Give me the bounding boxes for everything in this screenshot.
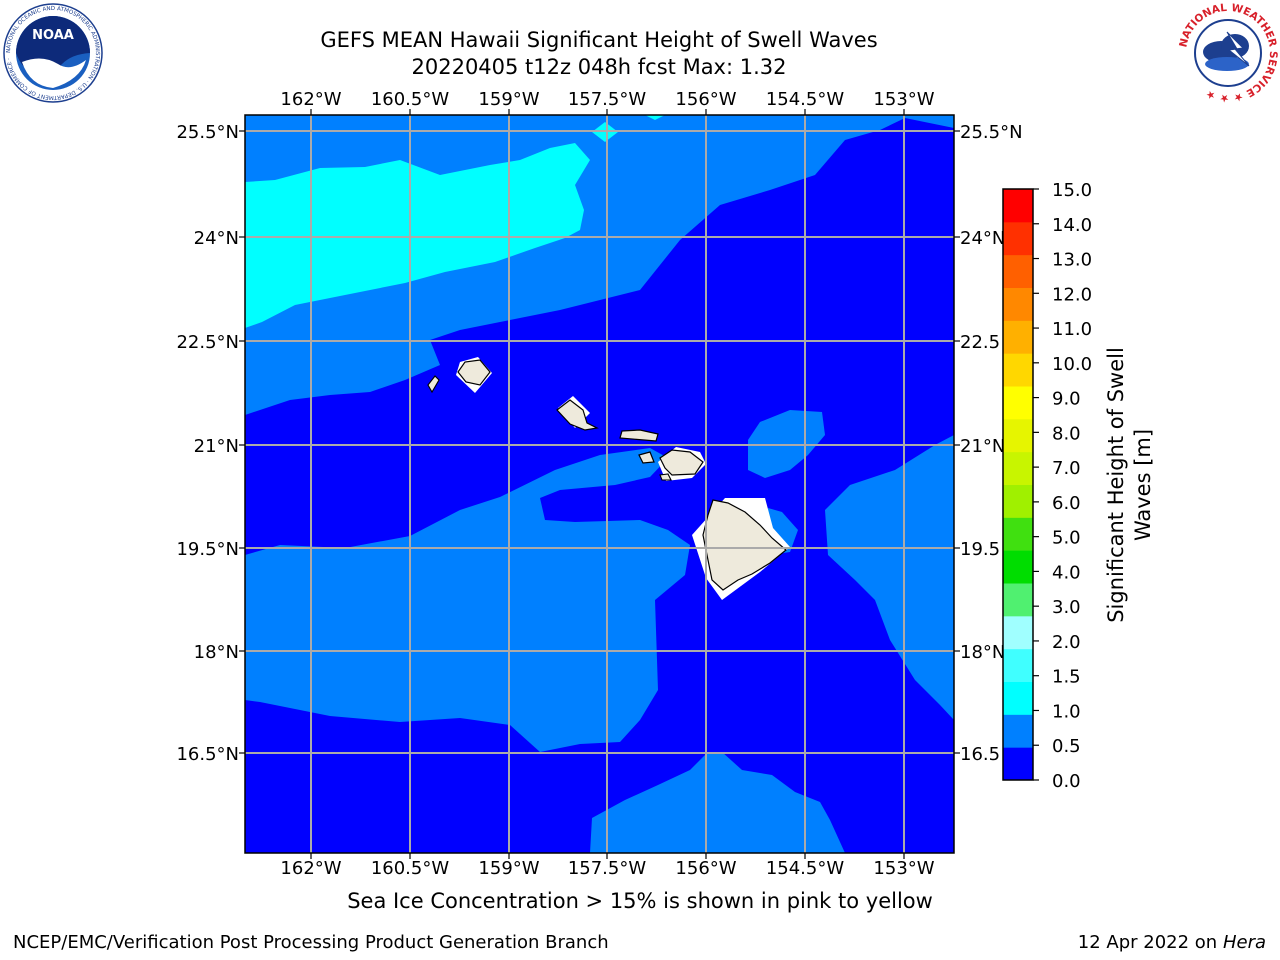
colorbar-segment <box>1003 418 1033 453</box>
lat-label-right: 22.5 <box>960 332 1000 353</box>
lat-label-left: 22.5°N <box>176 332 239 353</box>
lon-label-bottom: 162°W <box>280 858 341 879</box>
lon-label-top: 154.5°W <box>766 89 845 110</box>
lat-label-right: 18°N <box>960 642 1005 663</box>
lon-label-top: 162°W <box>280 89 341 110</box>
graticule <box>245 115 954 853</box>
colorbar-tick-label: 6.0 <box>1052 493 1081 514</box>
colorbar <box>1002 188 1039 781</box>
nws-logo: NATIONAL WEATHER SERVICE ★ ★ ★ <box>1177 2 1279 104</box>
swell-field-1.0-1.5-edge <box>645 115 665 120</box>
colorbar-tick-label: 3.0 <box>1052 597 1081 618</box>
lat-label-left: 21°N <box>194 436 239 457</box>
island-niihau <box>427 375 440 394</box>
colorbar-segment <box>1003 747 1033 781</box>
lat-labels-left: 25.5°N 24°N 22.5°N 21°N 19.5°N 18°N 16.5°N <box>176 122 239 765</box>
colorbar-segment <box>1003 189 1033 223</box>
colorbar-segment <box>1003 714 1033 748</box>
lat-label-right: 16.5 <box>960 744 1000 765</box>
lon-label-bottom: 159°W <box>478 858 539 879</box>
run-date: 12 Apr 2022 on Hera <box>1077 932 1266 953</box>
lat-label-right: 24°N <box>960 228 1005 249</box>
colorbar-tick-label: 1.0 <box>1052 701 1081 722</box>
colorbar-segment <box>1003 517 1033 551</box>
lat-label-left: 19.5°N <box>176 539 239 560</box>
colorbar-tick-label: 15.0 <box>1052 180 1092 201</box>
colorbar-tick-label: 13.0 <box>1052 250 1092 271</box>
lat-label-right: 19.5 <box>960 539 1000 560</box>
island-lanai <box>638 451 655 464</box>
lon-labels-bottom: 162°W 160.5°W 159°W 157.5°W 156°W 154.5°W 153°… <box>280 858 934 879</box>
colorbar-segment <box>1003 287 1033 321</box>
lat-label-right: 25.5°N <box>960 122 1023 143</box>
colorbar-segment <box>1003 221 1033 256</box>
lon-label-bottom: 156°W <box>675 858 736 879</box>
colorbar-tick-label: 1.5 <box>1052 667 1081 688</box>
sea-ice-note: Sea Ice Concentration > 15% is shown in … <box>347 889 933 913</box>
colorbar-tick-label: 7.0 <box>1052 458 1081 479</box>
island-kauai <box>457 359 491 386</box>
island-molokai <box>619 429 659 442</box>
colorbar-frame <box>1002 188 1034 781</box>
lon-label-top: 157.5°W <box>568 89 647 110</box>
colorbar-tick-label: 2.0 <box>1052 632 1081 653</box>
swell-field-1.0-1.5 <box>245 143 590 328</box>
swell-field-0.5-1.0-south <box>245 448 690 752</box>
lon-label-top: 159°W <box>478 89 539 110</box>
colorbar-label-line2: Waves [m] <box>1131 429 1155 541</box>
noaa-wordmark: NOAA <box>32 28 74 43</box>
chart-title: GEFS MEAN Hawaii Significant Height of S… <box>320 28 878 52</box>
swell-field-0.5-1.0-bottom <box>590 752 845 853</box>
colorbar-segment <box>1003 615 1033 650</box>
colorbar-tick-label: 5.0 <box>1052 528 1081 549</box>
colorbar-segment <box>1003 320 1033 354</box>
colorbar-tick-label: 8.0 <box>1052 423 1081 444</box>
colorbar-tick-label: 10.0 <box>1052 354 1092 375</box>
lon-label-bottom: 157.5°W <box>568 858 647 879</box>
island-hawaii <box>702 499 787 591</box>
island-maui <box>659 449 704 476</box>
machine-name: Hera <box>1222 932 1266 953</box>
lon-label-top: 153°W <box>873 89 934 110</box>
credit-text: NCEP/EMC/Verification Post Processing Pr… <box>13 932 609 953</box>
lon-label-top: 160.5°W <box>371 89 450 110</box>
swell-field-0.5-1.0-southeast <box>825 435 954 720</box>
colorbar-segment <box>1003 484 1033 518</box>
colorbar-segment <box>1003 353 1033 387</box>
lon-label-bottom: 154.5°W <box>766 858 845 879</box>
lat-labels-right: 25.5°N 24°N 22.5 21°N 19.5 18°N 16.5 <box>960 122 1023 765</box>
colorbar-tick-labels: 0.0 0.5 1.0 1.5 2.0 3.0 4.0 5.0 6.0 7.0 8.0 9.0 10.0… <box>1052 180 1092 792</box>
colorbar-tick-label: 11.0 <box>1052 319 1092 340</box>
map-figure: 162°W 160.5°W 159°W 157.5°W 156°W 154.5°W 153°… <box>176 89 1155 879</box>
colorbar-tick-label: 9.0 <box>1052 389 1081 410</box>
lat-label-left: 25.5°N <box>176 122 239 143</box>
colorbar-tick-label: 0.0 <box>1052 771 1081 792</box>
colorbar-tick-label: 12.0 <box>1052 284 1092 305</box>
lon-label-bottom: 160.5°W <box>371 858 450 879</box>
lat-label-left: 24°N <box>194 228 239 249</box>
axis-ticks <box>239 109 960 859</box>
colorbar-segment <box>1003 254 1033 288</box>
colorbar-segment <box>1003 648 1033 682</box>
colorbar-segment <box>1003 550 1033 584</box>
lon-label-top: 156°W <box>675 89 736 110</box>
colorbar-segment <box>1003 583 1033 617</box>
island-kahoolawe <box>659 473 672 481</box>
map-frame <box>244 114 955 854</box>
colorbar-tick-label: 0.5 <box>1052 736 1081 757</box>
colorbar-label-line1: Significant Height of Swell <box>1104 347 1128 623</box>
colorbar-segment <box>1003 451 1033 485</box>
colorbar-tick-label: 14.0 <box>1052 215 1092 236</box>
chart-subtitle: 20220405 t12z 048h fcst Max: 1.32 <box>411 55 787 79</box>
lon-label-bottom: 153°W <box>873 858 934 879</box>
noaa-logo: NATIONAL OCEANIC AND ATMOSPHERIC ADMINIS… <box>3 3 103 103</box>
island-oahu <box>556 399 599 431</box>
lat-label-left: 16.5°N <box>176 744 239 765</box>
colorbar-tick-label: 4.0 <box>1052 562 1081 583</box>
lat-label-right: 21°N <box>960 436 1005 457</box>
lon-labels-top: 162°W 160.5°W 159°W 157.5°W 156°W 154.5°W 153°… <box>280 89 934 110</box>
colorbar-segment <box>1003 681 1033 715</box>
colorbar-segment <box>1003 386 1033 420</box>
lat-label-left: 18°N <box>194 642 239 663</box>
